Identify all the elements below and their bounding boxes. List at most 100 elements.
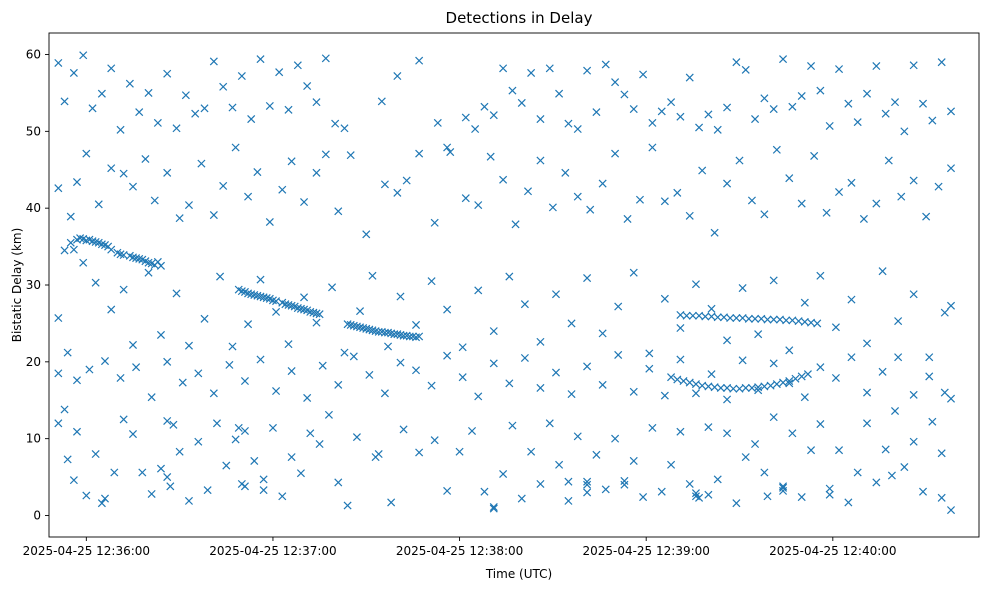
- x-tick-label: 2025-04-25 12:40:00: [769, 544, 896, 558]
- scatter-point: [797, 372, 806, 381]
- scatter-point: [499, 469, 508, 479]
- scatter-point: [234, 423, 243, 432]
- scatter-point: [265, 217, 274, 227]
- scatter-point: [807, 62, 816, 71]
- scatter-point: [884, 156, 893, 165]
- scatter-point: [583, 477, 592, 486]
- scatter-point: [175, 447, 184, 456]
- scatter-point: [779, 55, 788, 64]
- scatter-point: [536, 479, 545, 489]
- scatter-point: [54, 184, 63, 193]
- scatter-point: [107, 164, 116, 173]
- scatter-point: [79, 51, 88, 60]
- scatter-point: [60, 246, 69, 255]
- scatter-point: [940, 388, 949, 397]
- scatter-point: [91, 450, 100, 459]
- scatter-point: [340, 124, 349, 133]
- scatter-point: [100, 494, 110, 503]
- scatter-point: [156, 330, 165, 339]
- scatter-point: [763, 315, 772, 324]
- scatter-point: [894, 317, 903, 326]
- scatter-point: [592, 450, 601, 459]
- scatter-point: [878, 367, 887, 376]
- scatter-point: [863, 339, 872, 348]
- scatter-point: [315, 310, 324, 319]
- scatter-point: [132, 254, 141, 263]
- scatter-point: [197, 159, 206, 168]
- scatter-point: [272, 307, 281, 316]
- scatter-point: [63, 455, 72, 464]
- scatter-point: [287, 367, 296, 376]
- scatter-point: [800, 298, 809, 307]
- scatter-point: [352, 433, 361, 442]
- scatter-point: [125, 79, 134, 88]
- scatter-point: [443, 305, 452, 314]
- scatter-point: [751, 314, 760, 323]
- scatter-point: [362, 230, 371, 239]
- scatter-point: [284, 340, 293, 349]
- scatter-point: [517, 494, 526, 503]
- scatter-point: [256, 292, 265, 301]
- scatter-point: [430, 218, 439, 227]
- scatter-point: [685, 211, 694, 220]
- scatter-point: [284, 300, 293, 309]
- scatter-point: [900, 463, 909, 472]
- scatter-point: [54, 314, 63, 323]
- x-tick-label: 2025-04-25 12:39:00: [582, 544, 709, 558]
- scatter-point: [785, 377, 794, 386]
- scatter-point: [411, 320, 421, 329]
- scatter-point: [601, 485, 610, 494]
- scatter-point: [620, 480, 629, 489]
- scatter-point: [387, 498, 396, 507]
- scatter-point: [881, 109, 890, 118]
- scatter-point: [144, 268, 153, 277]
- scatter-point: [396, 358, 405, 367]
- scatter-point: [306, 429, 315, 438]
- scatter-point: [816, 363, 825, 372]
- scatter-point: [592, 108, 601, 117]
- scatter-point: [863, 419, 872, 428]
- scatter-point: [225, 360, 234, 369]
- scatter-point: [769, 413, 778, 422]
- scatter-point: [144, 258, 153, 267]
- scatter-point: [312, 309, 321, 318]
- scatter-point: [645, 364, 654, 373]
- scatter-point: [69, 476, 78, 485]
- scatter-point: [732, 314, 741, 323]
- scatter-point: [555, 89, 564, 98]
- y-tick-label: 60: [26, 48, 41, 62]
- scatter-point: [946, 394, 956, 403]
- scatter-point: [918, 99, 928, 108]
- scatter-point: [300, 305, 309, 314]
- scatter-point: [704, 110, 713, 119]
- scatter-point: [72, 178, 82, 187]
- scatter-point: [393, 72, 402, 81]
- scatter-point: [751, 440, 760, 449]
- scatter-point: [272, 297, 281, 306]
- scatter-point: [937, 449, 946, 458]
- scatter-point: [698, 166, 707, 175]
- scatter-point: [499, 64, 508, 73]
- scatter-point: [97, 240, 106, 249]
- scatter-point: [91, 237, 100, 246]
- scatter-point: [278, 492, 287, 501]
- scatter-point: [831, 373, 840, 382]
- scatter-point: [847, 353, 856, 362]
- scatter-point: [825, 490, 834, 499]
- scatter-point: [769, 315, 778, 324]
- scatter-point: [259, 293, 268, 302]
- scatter-point: [69, 245, 78, 254]
- scatter-point: [735, 156, 744, 165]
- scatter-point: [54, 58, 63, 67]
- scatter-point: [72, 376, 82, 385]
- scatter-point: [505, 272, 514, 281]
- scatter-point: [97, 89, 106, 98]
- scatter-point: [100, 357, 110, 366]
- scatter-point: [268, 423, 277, 432]
- scatter-point: [660, 197, 669, 206]
- scatter-point: [909, 61, 918, 70]
- scatter-point: [461, 113, 470, 122]
- scatter-point: [315, 440, 324, 449]
- scatter-point: [318, 361, 327, 370]
- scatter-point: [94, 200, 103, 209]
